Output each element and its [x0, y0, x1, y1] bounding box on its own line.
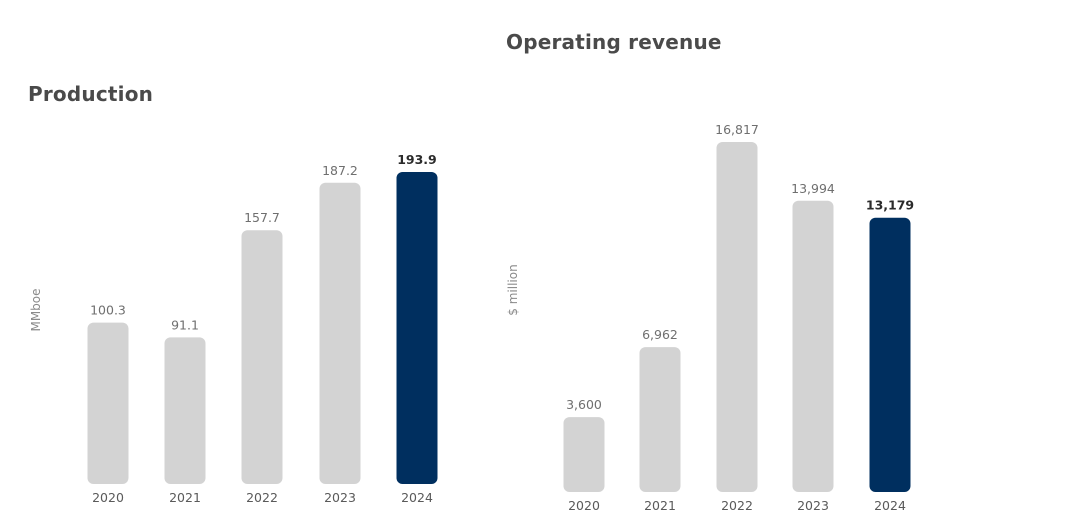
- revenue-bar-2020: [563, 417, 605, 492]
- revenue-x-tick-2022: 2022: [721, 498, 753, 513]
- production-y-axis-label: MMboe: [29, 288, 43, 331]
- production-data-label-2022: 157.7: [244, 210, 280, 225]
- revenue-data-label-2023: 13,994: [791, 181, 835, 196]
- production-bar-2020: [87, 322, 129, 484]
- production-data-label-2023: 187.2: [322, 163, 358, 178]
- production-data-label-2021: 91.1: [171, 317, 199, 332]
- revenue-data-label-2020: 3,600: [566, 397, 602, 412]
- production-chart-title: Production: [28, 82, 154, 106]
- revenue-data-label-2022: 16,817: [715, 122, 759, 137]
- production-x-tick-2024: 2024: [401, 490, 433, 505]
- production-data-label-2024: 193.9: [397, 152, 437, 167]
- revenue-y-axis-label: $ million: [506, 264, 520, 315]
- revenue-data-label-2021: 6,962: [642, 327, 678, 342]
- production-x-tick-2020: 2020: [92, 490, 124, 505]
- production-bar-2022: [241, 230, 283, 484]
- revenue-bar-2024: [869, 217, 911, 492]
- revenue-bar-2022: [716, 142, 758, 492]
- revenue-chart-title: Operating revenue: [506, 30, 722, 54]
- production-bar-2024: [396, 172, 438, 484]
- production-x-tick-2023: 2023: [324, 490, 356, 505]
- revenue-data-label-2024: 13,179: [866, 198, 914, 213]
- production-data-label-2020: 100.3: [90, 303, 126, 318]
- revenue-x-tick-2024: 2024: [874, 498, 906, 513]
- revenue-bar-2023: [792, 200, 834, 492]
- production-bar-2021: [164, 337, 206, 484]
- revenue-x-tick-2020: 2020: [568, 498, 600, 513]
- production-x-tick-2022: 2022: [246, 490, 278, 505]
- production-bar-2023: [319, 182, 361, 484]
- production-x-tick-2021: 2021: [169, 490, 201, 505]
- revenue-x-tick-2023: 2023: [797, 498, 829, 513]
- revenue-bar-2021: [639, 347, 681, 492]
- revenue-x-tick-2021: 2021: [644, 498, 676, 513]
